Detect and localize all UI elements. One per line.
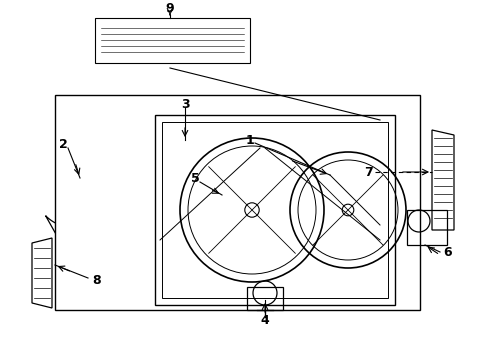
Text: 9: 9 — [166, 3, 174, 15]
Text: 4: 4 — [261, 314, 270, 327]
Text: 5: 5 — [191, 171, 199, 184]
Text: 1: 1 — [245, 134, 254, 147]
Bar — [55, 95, 420, 310]
Text: 2: 2 — [59, 139, 68, 152]
Text: 7: 7 — [364, 166, 372, 179]
Text: 6: 6 — [443, 246, 452, 258]
Text: 3: 3 — [181, 98, 189, 111]
Text: 8: 8 — [93, 274, 101, 287]
Bar — [95, 18, 250, 63]
